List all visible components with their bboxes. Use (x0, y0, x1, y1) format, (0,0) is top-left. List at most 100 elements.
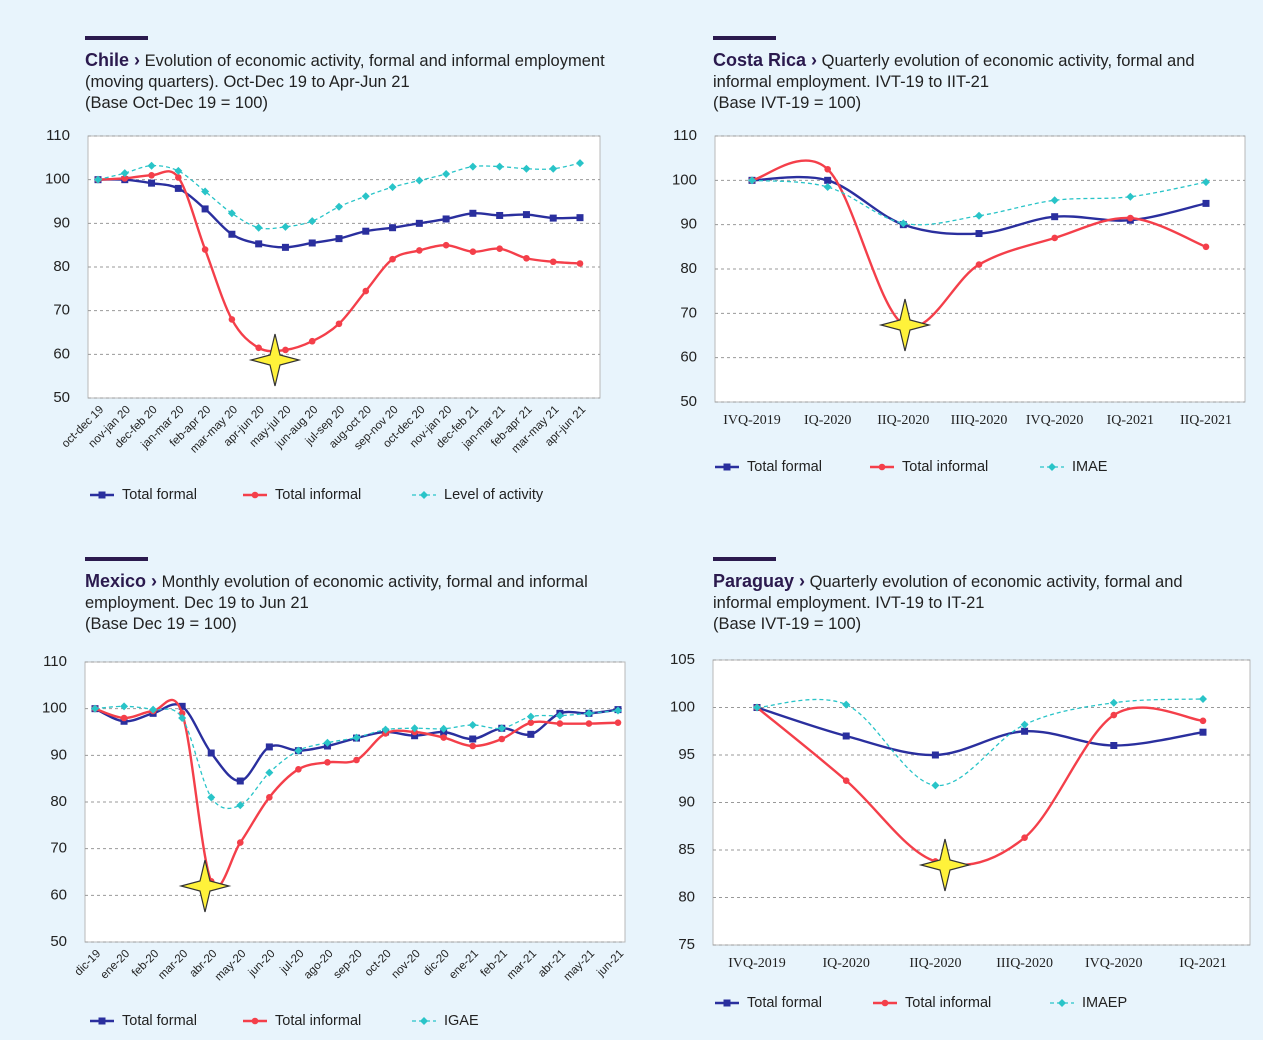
x-tick-label: IIQ-2021 (1180, 413, 1232, 428)
marker (335, 235, 343, 243)
marker (496, 245, 503, 252)
marker (881, 999, 889, 1007)
y-tick-label: 85 (678, 841, 695, 858)
marker (497, 724, 506, 733)
x-tick-label: jun-21 (594, 948, 626, 980)
x-tick-label: oct-20 (363, 948, 394, 979)
marker (975, 211, 983, 220)
marker (335, 202, 343, 211)
y-tick-label: 50 (680, 393, 697, 410)
marker (388, 183, 397, 192)
y-tick-label: 110 (43, 653, 67, 670)
marker (439, 724, 448, 733)
marker (549, 164, 558, 173)
marker (1199, 728, 1207, 736)
marker (175, 174, 182, 181)
marker (498, 735, 506, 743)
title-bar (85, 557, 148, 561)
marker (931, 751, 939, 759)
marker (174, 184, 182, 192)
marker (361, 192, 370, 201)
marker (1202, 243, 1210, 251)
marker (147, 161, 156, 170)
plot-area (87, 135, 601, 399)
marker (1202, 199, 1210, 207)
marker (352, 733, 361, 742)
y-tick-label: 80 (50, 793, 67, 810)
chart-title: Evolution of economic activity, formal a… (85, 52, 605, 91)
chart-title: Quarterly evolution of economic activity… (713, 52, 1195, 91)
marker (236, 839, 244, 846)
marker (1058, 999, 1066, 1007)
y-tick-label: 100 (672, 171, 697, 188)
y-tick-label: 60 (50, 886, 67, 903)
y-tick-label: 110 (673, 127, 697, 144)
marker (255, 344, 262, 352)
marker (236, 777, 244, 785)
highlight-star (178, 859, 232, 913)
x-tick-label: IIIQ-2020 (951, 413, 1008, 428)
marker (1048, 463, 1056, 471)
marker (335, 320, 343, 328)
marker (1021, 834, 1028, 841)
y-tick-label: 105 (670, 651, 695, 668)
x-tick-label: IIQ-2020 (877, 413, 929, 428)
marker (282, 346, 289, 354)
marker (1202, 178, 1210, 187)
x-tick-label: may-20 (213, 948, 249, 984)
country: Costa Rica › (713, 50, 818, 70)
chart-subtitle: (Base Dec 19 = 100) (85, 615, 237, 633)
marker (556, 720, 564, 727)
marker (523, 254, 530, 262)
marker (1199, 717, 1207, 725)
chart-heading: Paraguay › Quarterly evolution of econom… (713, 571, 1243, 635)
x-tick-label: IIQ-2020 (909, 956, 961, 971)
marker (824, 165, 831, 173)
marker (975, 230, 983, 238)
marker (1126, 192, 1135, 201)
x-tick-label: mar-20 (156, 948, 190, 982)
marker (495, 162, 504, 171)
marker (1051, 234, 1058, 242)
marker (120, 169, 129, 178)
marker (1051, 213, 1059, 221)
marker (207, 793, 216, 802)
x-tick-label: jun-20 (246, 948, 278, 980)
marker (842, 777, 850, 784)
legend-label: Total informal (275, 487, 361, 503)
marker (468, 162, 477, 171)
x-tick-label: ene-21 (447, 948, 481, 982)
marker (120, 702, 129, 711)
marker (281, 243, 289, 251)
x-tick-label: ene-20 (99, 948, 133, 982)
y-tick-label: 80 (678, 888, 695, 905)
marker (265, 768, 274, 777)
marker (469, 248, 477, 256)
marker (576, 260, 584, 267)
marker (308, 217, 317, 226)
marker (1050, 196, 1059, 205)
marker (207, 749, 215, 757)
legend-label: Total informal (275, 1013, 361, 1029)
legend-label: Total formal (747, 459, 822, 475)
marker (549, 214, 557, 222)
marker (178, 702, 186, 710)
title-bar (85, 36, 148, 40)
marker (411, 732, 419, 740)
x-tick-label: IVQ-2019 (728, 956, 786, 971)
marker (362, 227, 370, 235)
marker (931, 781, 940, 790)
highlight-star (918, 838, 972, 892)
y-tick-label: 50 (53, 389, 70, 406)
marker (201, 205, 209, 213)
marker (178, 714, 187, 722)
marker (1199, 694, 1207, 703)
marker (1021, 727, 1029, 735)
marker (614, 719, 622, 726)
marker (174, 166, 183, 175)
marker (416, 247, 423, 254)
legend-label: Total informal (905, 995, 991, 1011)
x-tick-label: mar-21 (505, 948, 539, 982)
marker (266, 794, 273, 801)
y-tick-label: 100 (45, 171, 70, 188)
